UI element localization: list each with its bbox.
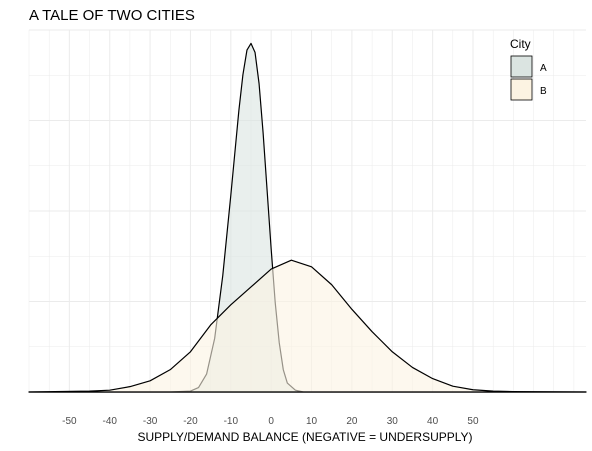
x-tick-label: -20 xyxy=(183,416,198,427)
x-tick-label: 30 xyxy=(387,416,399,427)
x-tick-label: 40 xyxy=(427,416,439,427)
x-tick-label: 50 xyxy=(467,416,479,427)
x-tick-label: 10 xyxy=(306,416,318,427)
legend-label-a: A xyxy=(540,63,547,74)
chart-title: A TALE OF TWO CITIES xyxy=(29,7,195,24)
x-axis-label: SUPPLY/DEMAND BALANCE (NEGATIVE = UNDERS… xyxy=(137,430,472,444)
legend: City AB xyxy=(510,37,547,101)
density-areas xyxy=(28,42,587,393)
x-tick-label: -50 xyxy=(62,416,77,427)
legend-key-b xyxy=(510,78,533,101)
x-tick-label: -30 xyxy=(143,416,158,427)
legend-label-b: B xyxy=(540,86,547,97)
x-axis-ticks: -50 -40 -30 -20 -10 0 10 20 30 40 50 xyxy=(62,416,479,427)
x-tick-label: -10 xyxy=(224,416,239,427)
density-area-b xyxy=(28,259,587,393)
legend-title: City xyxy=(510,37,531,51)
legend-key-a xyxy=(510,55,533,78)
x-tick-label: -40 xyxy=(102,416,117,427)
legend-items: AB xyxy=(510,55,547,101)
x-tick-label: 0 xyxy=(268,416,274,427)
x-tick-label: 20 xyxy=(346,416,358,427)
